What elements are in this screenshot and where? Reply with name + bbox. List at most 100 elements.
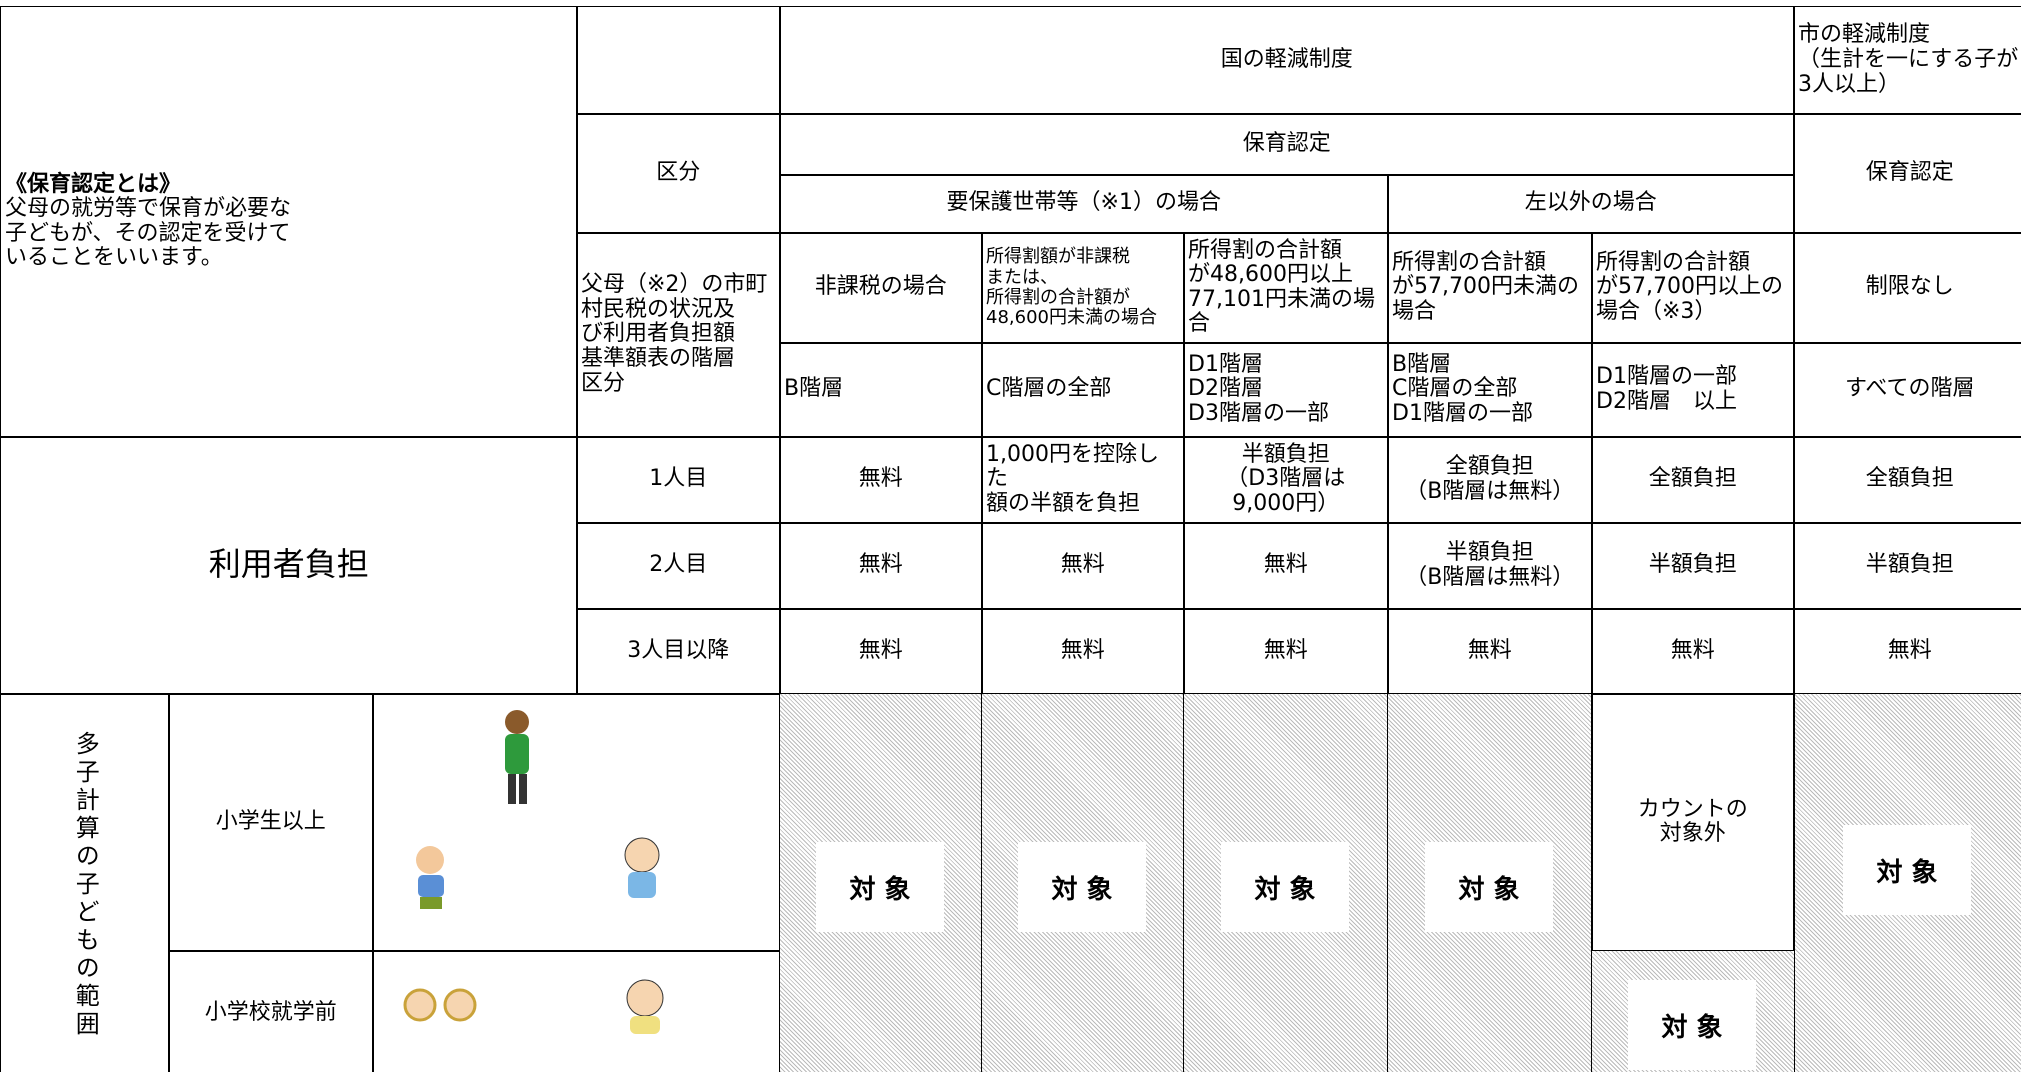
text-line: 無料 xyxy=(858,552,903,578)
burden-cell: 全額負担 xyxy=(1793,436,2021,524)
text-line: 半額負担 xyxy=(1648,552,1737,578)
scope-label: 多子計算の子どもの範囲 xyxy=(0,693,170,1072)
text-line: 父母（※2）の市町 xyxy=(581,272,768,298)
text-line: （生計を一にする子が xyxy=(1798,46,2019,72)
text-line: 合 xyxy=(1188,311,1211,337)
burden-cell: 無料 xyxy=(1387,608,1593,695)
target-box: 対 象 xyxy=(1425,842,1553,932)
intro-line: いることをいいます。 xyxy=(5,245,223,271)
burden-row-label: 2人目 xyxy=(576,522,781,610)
text-line: 所得割の合計額 xyxy=(1392,249,1547,275)
target-box: 対 象 xyxy=(1018,842,1146,932)
baby-figure xyxy=(626,979,664,1034)
text-line: 無料 xyxy=(858,466,903,492)
burden-cell: 無料 xyxy=(1183,608,1389,695)
burden-cell: 半額負担 （B階層は無料） xyxy=(1387,522,1593,610)
text-line: 所得割の合計額が xyxy=(986,286,1130,308)
text-line: 無料 xyxy=(1467,637,1512,663)
text-line: カウントの xyxy=(1637,796,1748,822)
text-line: 区分 xyxy=(581,370,626,396)
burden-cell: 無料 xyxy=(1183,522,1389,610)
burden-row-label: 1人目 xyxy=(576,436,781,524)
text-line: または、 xyxy=(986,266,1058,288)
other-header: 左以外の場合 xyxy=(1387,174,1795,234)
text-line: 無料 xyxy=(1263,552,1308,578)
text-line: 無料 xyxy=(1887,637,1932,663)
kubun-cell: 区分 xyxy=(576,113,781,234)
text-line: 無料 xyxy=(1060,552,1105,578)
intro-line: 父母の就労等で保育が必要な xyxy=(5,196,292,222)
city-header: 市の軽減制度 （生計を一にする子が 3人以上） xyxy=(1793,6,2021,115)
text-line: D3階層の一部 xyxy=(1188,401,1329,427)
condition-cell: 非課税の場合 xyxy=(779,232,983,344)
text-line: 全額負担 xyxy=(1865,466,1954,492)
burden-cell: 無料 xyxy=(779,608,983,695)
burden-cell: 半額負担 （D3階層は 9,000円） xyxy=(1183,436,1389,524)
text-line: 全額負担 xyxy=(1445,454,1534,480)
text-line: D1階層の一部 xyxy=(1596,364,1737,390)
text-line: 無料 xyxy=(858,637,903,663)
illustrations xyxy=(403,710,664,1034)
text-line: 基準額表の階層 xyxy=(581,346,736,372)
basis-cell: 父母（※2）の市町 村民税の状況及 び利用者負担額 基準額表の階層 区分 xyxy=(576,232,781,438)
text-line: 市の軽減制度 xyxy=(1798,22,1931,48)
tier-cell: D1階層 D2階層 D3階層の一部 xyxy=(1183,342,1389,438)
text-line: （B階層は無料） xyxy=(1405,564,1575,590)
boy-figure xyxy=(416,846,444,909)
text-line: 無料 xyxy=(1060,637,1105,663)
text-line: 対象外 xyxy=(1659,821,1726,847)
target-box: 対 象 xyxy=(816,842,944,932)
blank-cell xyxy=(576,6,781,115)
scope-row-label: 小学生以上 xyxy=(168,693,374,952)
text-line: 48,600円未満の場合 xyxy=(986,306,1157,328)
burden-row-label: 3人目以降 xyxy=(576,608,781,695)
tier-cell: B階層 xyxy=(779,342,983,438)
text-line: D1階層の一部 xyxy=(1392,401,1533,427)
condition-cell: 所得割の合計額 が48,600円以上 77,101円未満の場合 xyxy=(1183,232,1389,344)
target-box: 対 象 xyxy=(1843,825,1971,915)
girl-figure xyxy=(505,710,529,804)
girl2-figure xyxy=(624,837,660,898)
city-cert: 保育認定 xyxy=(1793,113,2021,234)
target-box: 対 象 xyxy=(1221,842,1349,932)
text-line: が48,600円以上 xyxy=(1188,262,1353,288)
text-line: D2階層 xyxy=(1188,376,1263,402)
text-line: 3人以上） xyxy=(1798,71,1900,97)
text-line: すべての階層 xyxy=(1844,376,1975,402)
text-line: 77,101円未満の場 xyxy=(1188,286,1375,312)
twins-figure xyxy=(403,988,477,1022)
national-header: 国の軽減制度 xyxy=(779,6,1795,115)
text-line: 9,000円） xyxy=(1232,491,1340,517)
text-line: D1階層 xyxy=(1188,351,1263,377)
condition-cell: 所得割の合計額 が57,700円以上の 場合（※3） xyxy=(1591,232,1795,344)
condition-cell: 制限なし xyxy=(1793,232,2021,344)
text-line: C階層の全部 xyxy=(1392,376,1518,402)
burden-cell: 無料 xyxy=(981,608,1185,695)
scope-row-label: 小学校就学前 xyxy=(168,950,374,1072)
tier-cell: C階層の全部 xyxy=(981,342,1185,438)
tier-cell: D1階層の一部 D2階層 以上 xyxy=(1591,342,1795,438)
tier-cell: すべての階層 xyxy=(1793,342,2021,438)
intro-title: 《保育認定とは》 xyxy=(5,171,182,197)
condition-cell: 所得割の合計額 が57,700円未満の 場合 xyxy=(1387,232,1593,344)
text-line: 所得割の合計額 xyxy=(1188,237,1343,263)
text-line: 非課税の場合 xyxy=(814,274,947,300)
national-cert: 保育認定 xyxy=(779,113,1795,176)
text-line: C階層の全部 xyxy=(986,376,1112,402)
text-line: 場合（※3） xyxy=(1596,299,1717,325)
burden-cell: 全額負担 （B階層は無料） xyxy=(1387,436,1593,524)
text-line: （B階層は無料） xyxy=(1405,478,1575,504)
text-line: が57,700円未満の xyxy=(1392,274,1579,300)
text-line: 村民税の状況及 xyxy=(581,296,736,322)
burden-cell: 無料 xyxy=(1591,608,1795,695)
text-line: （D3階層は xyxy=(1226,466,1346,492)
text-line: 所得割の合計額 xyxy=(1596,249,1751,275)
condition-cell: 所得割額が非課税 または、 所得割の合計額が 48,600円未満の場合 xyxy=(981,232,1185,344)
tier-cell: B階層 C階層の全部 D1階層の一部 xyxy=(1387,342,1593,438)
text-line: B階層 xyxy=(784,376,844,402)
burden-cell: 無料 xyxy=(779,522,983,610)
burden-cell: 1,000円を控除した 額の半額を負担 xyxy=(981,436,1185,524)
burden-cell: 無料 xyxy=(779,436,983,524)
burden-cell: 全額負担 xyxy=(1591,436,1795,524)
